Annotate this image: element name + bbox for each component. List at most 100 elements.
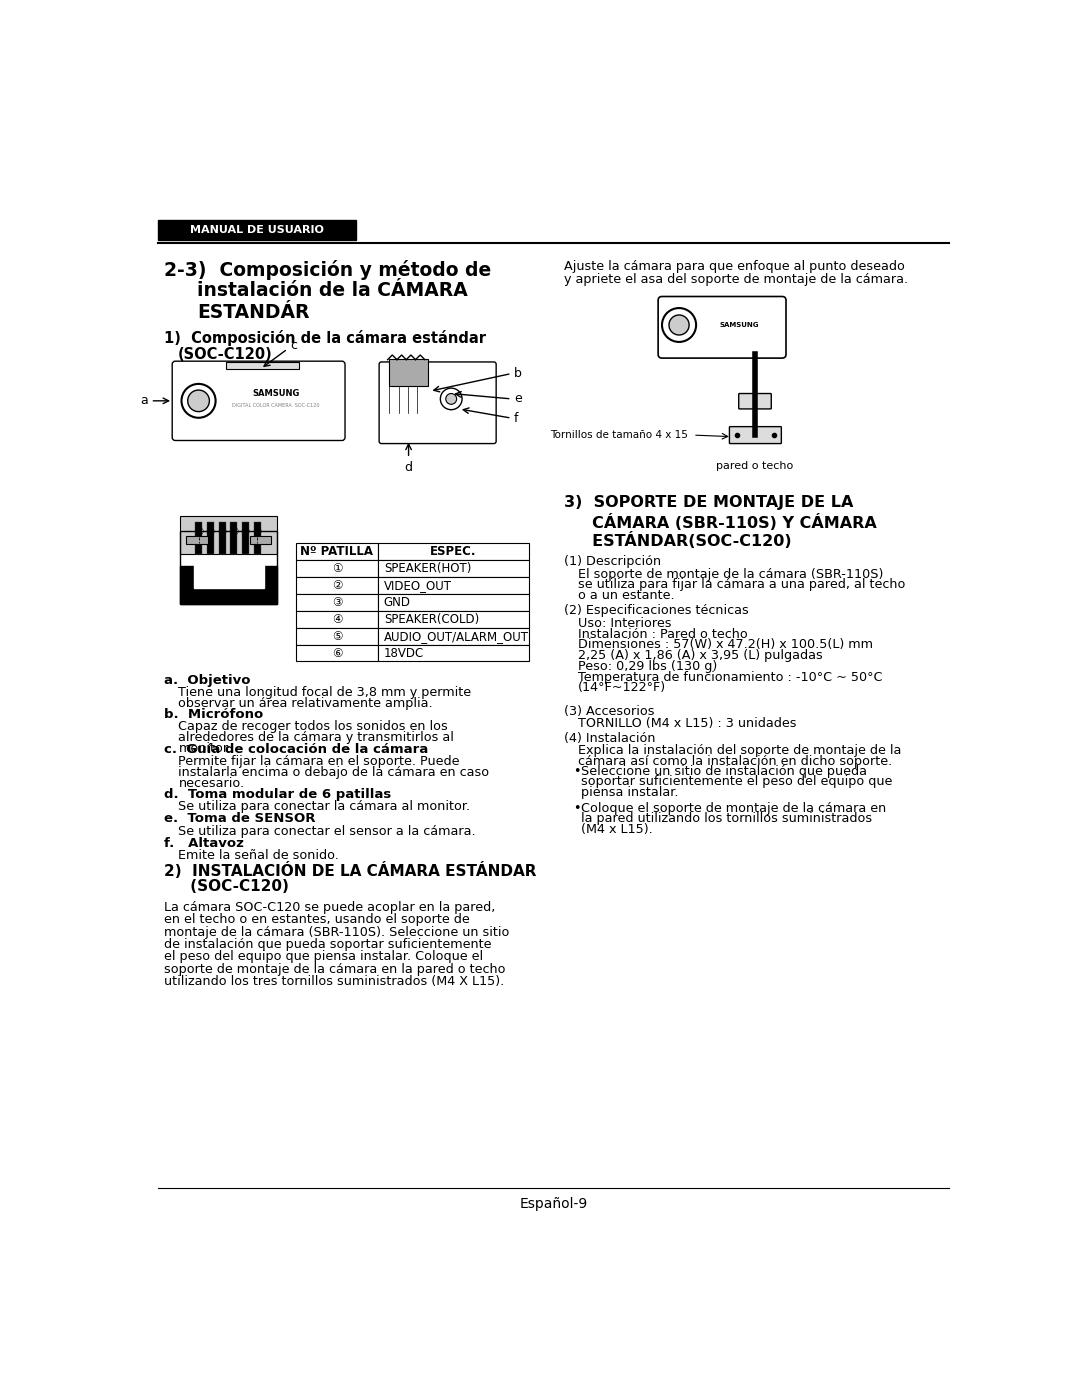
Text: Uso: Interiores: Uso: Interiores — [578, 617, 671, 629]
Text: Se utiliza para conectar el sensor a la cámara.: Se utiliza para conectar el sensor a la … — [178, 825, 476, 838]
Text: monitor.: monitor. — [178, 741, 231, 755]
Text: •: • — [572, 802, 580, 814]
Text: (14°F~122°F): (14°F~122°F) — [578, 682, 665, 694]
Text: El soporte de montaje de la cámara (SBR-110S): El soporte de montaje de la cámara (SBR-… — [578, 567, 883, 581]
Bar — [242, 522, 248, 555]
Circle shape — [181, 384, 216, 418]
Text: 2-3)  Composición y método de: 2-3) Composición y método de — [164, 259, 491, 280]
Text: necesario.: necesario. — [178, 777, 244, 789]
Text: ①: ① — [332, 562, 342, 575]
Text: 2,25 (A) x 1,86 (A) x 3,95 (L) pulgadas: 2,25 (A) x 1,86 (A) x 3,95 (L) pulgadas — [578, 649, 822, 662]
Text: se utiliza para fijar la cámara a una pared, al techo: se utiliza para fijar la cámara a una pa… — [578, 578, 905, 591]
Text: Emite la señal de sonido.: Emite la señal de sonido. — [178, 849, 339, 862]
Circle shape — [662, 308, 697, 342]
Text: e: e — [514, 392, 522, 406]
Bar — [296, 542, 378, 560]
Bar — [230, 522, 238, 555]
Text: piensa instalar.: piensa instalar. — [581, 787, 678, 799]
Text: ④: ④ — [332, 613, 342, 625]
Text: e.  Toma de SENSOR: e. Toma de SENSOR — [164, 813, 316, 825]
Text: AUDIO_OUT/ALARM_OUT: AUDIO_OUT/ALARM_OUT — [383, 629, 529, 643]
Bar — [378, 560, 529, 577]
Text: (2) Especificaciones técnicas: (2) Especificaciones técnicas — [564, 604, 748, 617]
Bar — [186, 535, 207, 545]
Text: SPEAKER(COLD): SPEAKER(COLD) — [383, 613, 480, 625]
Text: ②: ② — [332, 578, 342, 592]
Text: la pared utilizando los tornillos suministrados: la pared utilizando los tornillos sumini… — [581, 813, 872, 825]
Text: Permite fijar la cámara en el soporte. Puede: Permite fijar la cámara en el soporte. P… — [178, 755, 460, 769]
Text: SAMSUNG: SAMSUNG — [253, 389, 300, 397]
Text: 3)  SOPORTE DE MONTAJE DE LA: 3) SOPORTE DE MONTAJE DE LA — [564, 495, 853, 511]
Bar — [296, 628, 378, 644]
Text: o a un estante.: o a un estante. — [578, 589, 674, 602]
Bar — [389, 359, 428, 386]
Text: SAMSUNG: SAMSUNG — [719, 322, 759, 328]
Text: TORNILLO (M4 x L15) : 3 unidades: TORNILLO (M4 x L15) : 3 unidades — [578, 718, 796, 730]
Text: ⑤: ⑤ — [332, 629, 342, 643]
Text: (3) Accesorios: (3) Accesorios — [564, 705, 654, 718]
Bar — [296, 577, 378, 593]
Text: soporte de montaje de la cámara en la pared o techo: soporte de montaje de la cámara en la pa… — [164, 963, 505, 976]
FancyBboxPatch shape — [658, 297, 786, 357]
Text: (4) Instalación: (4) Instalación — [564, 731, 656, 745]
Bar — [195, 522, 202, 555]
Text: instalación de la CÁMARA: instalación de la CÁMARA — [197, 282, 468, 299]
Bar — [180, 531, 276, 604]
Text: (M4 x L15).: (M4 x L15). — [581, 824, 652, 836]
Bar — [378, 542, 529, 560]
Text: ③: ③ — [217, 527, 227, 537]
Bar — [378, 644, 529, 661]
Text: ESTANDÁR: ESTANDÁR — [197, 302, 310, 322]
Circle shape — [441, 388, 462, 410]
Text: en el techo o en estantes, usando el soporte de: en el techo o en estantes, usando el sop… — [164, 914, 470, 926]
Text: Ajuste la cámara para que enfoque al punto deseado: Ajuste la cámara para que enfoque al pun… — [564, 259, 904, 272]
Bar — [296, 593, 378, 611]
Text: ①: ① — [194, 527, 203, 537]
Bar — [254, 522, 260, 555]
Text: ⑥: ⑥ — [332, 646, 342, 660]
Text: (1) Descripción: (1) Descripción — [564, 555, 661, 569]
Text: 18VDC: 18VDC — [383, 646, 424, 660]
Text: Capaz de recoger todos los sonidos en los: Capaz de recoger todos los sonidos en lo… — [178, 720, 448, 733]
Text: ESPEC.: ESPEC. — [430, 545, 476, 558]
Text: DIGITAL COLOR CAMERA  SOC-C120: DIGITAL COLOR CAMERA SOC-C120 — [232, 403, 320, 408]
Text: utilizando los tres tornillos suministrados (M4 X L15).: utilizando los tres tornillos suministra… — [164, 974, 504, 988]
Text: ⑥: ⑥ — [252, 527, 261, 537]
Text: c.  Guía de colocación de la cámara: c. Guía de colocación de la cámara — [164, 742, 429, 756]
Circle shape — [446, 393, 457, 404]
Text: Temperatura de funcionamiento : -10°C ~ 50°C: Temperatura de funcionamiento : -10°C ~ … — [578, 671, 882, 683]
Text: ESTÁNDAR(SOC-C120): ESTÁNDAR(SOC-C120) — [564, 533, 792, 549]
Text: Seleccione un sitio de instalación que pueda: Seleccione un sitio de instalación que p… — [581, 765, 866, 778]
Bar — [226, 362, 299, 368]
Text: f: f — [514, 411, 518, 425]
Text: pared o techo: pared o techo — [716, 461, 794, 471]
Text: montaje de la cámara (SBR-110S). Seleccione un sitio: montaje de la cámara (SBR-110S). Selecci… — [164, 926, 510, 938]
FancyBboxPatch shape — [172, 362, 345, 440]
Bar — [194, 563, 264, 588]
FancyBboxPatch shape — [379, 362, 496, 443]
Bar — [296, 560, 378, 577]
Text: Se utiliza para conectar la cámara al monitor.: Se utiliza para conectar la cámara al mo… — [178, 800, 471, 813]
Text: Tornillos de tamaño 4 x 15: Tornillos de tamaño 4 x 15 — [551, 431, 688, 440]
FancyBboxPatch shape — [739, 393, 771, 408]
Bar — [218, 522, 226, 555]
Text: Español-9: Español-9 — [519, 1196, 588, 1210]
Text: VIDEO_OUT: VIDEO_OUT — [383, 578, 451, 592]
Text: b: b — [514, 367, 522, 380]
Text: d.  Toma modular de 6 patillas: d. Toma modular de 6 patillas — [164, 788, 392, 800]
Text: Tiene una longitud focal de 3,8 mm y permite: Tiene una longitud focal de 3,8 mm y per… — [178, 686, 472, 700]
Text: y apriete el asa del soporte de montaje de la cámara.: y apriete el asa del soporte de montaje … — [564, 273, 907, 287]
Bar — [249, 535, 271, 545]
Text: ④: ④ — [229, 527, 238, 537]
Text: •: • — [572, 765, 580, 778]
Bar — [378, 611, 529, 628]
Bar — [378, 577, 529, 593]
Bar — [378, 593, 529, 611]
Text: d: d — [405, 461, 413, 475]
Text: 1)  Composición de la cámara estándar: 1) Composición de la cámara estándar — [164, 330, 486, 346]
Text: 2)  INSTALACIÓN DE LA CÁMARA ESTÁNDAR: 2) INSTALACIÓN DE LA CÁMARA ESTÁNDAR — [164, 862, 537, 879]
Text: instalarla encima o debajo de la cámara en caso: instalarla encima o debajo de la cámara … — [178, 766, 489, 780]
Bar — [296, 611, 378, 628]
Text: a.  Objetivo: a. Objetivo — [164, 673, 251, 687]
FancyBboxPatch shape — [729, 426, 781, 443]
